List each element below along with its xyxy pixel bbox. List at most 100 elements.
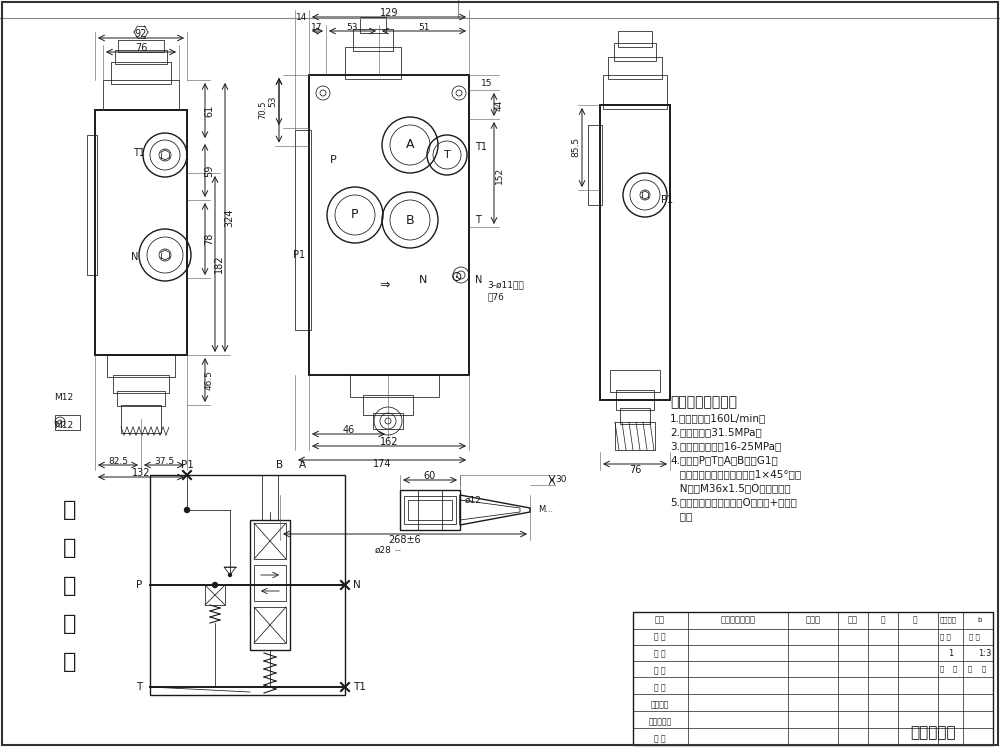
Text: 描 图: 描 图 [654, 666, 666, 675]
Text: 设 计: 设 计 [654, 633, 666, 642]
Text: 76: 76 [629, 465, 641, 475]
Circle shape [228, 574, 232, 577]
Circle shape [212, 583, 218, 587]
Bar [254, 607, 286, 643]
Bar [113, 375, 169, 393]
Text: N: N [475, 275, 482, 285]
Text: 78: 78 [204, 233, 214, 245]
Bar [115, 50, 167, 64]
Text: 59: 59 [204, 164, 214, 177]
Bar [610, 370, 660, 392]
Bar [103, 80, 179, 110]
Text: 3-ø11通孔: 3-ø11通孔 [487, 281, 524, 290]
Text: 70.5: 70.5 [258, 101, 268, 120]
Bar [118, 40, 164, 52]
Text: 61: 61 [204, 105, 214, 117]
Text: 技术要求和参数：: 技术要求和参数： [670, 395, 737, 409]
Text: 校 对: 校 对 [654, 684, 666, 692]
Bar [205, 585, 225, 605]
Text: 30: 30 [555, 476, 566, 485]
Text: 129: 129 [380, 8, 398, 18]
Text: 制 图: 制 图 [654, 649, 666, 659]
Bar [400, 490, 460, 530]
Bar [608, 57, 662, 79]
Text: P1: P1 [293, 250, 305, 260]
Bar [150, 475, 345, 695]
Text: 原: 原 [63, 576, 77, 596]
Text: 图: 图 [63, 652, 77, 672]
Text: ø28: ø28 [375, 545, 392, 554]
Text: P1: P1 [181, 460, 193, 470]
Bar [95, 110, 187, 355]
Text: 更改人: 更改人 [806, 616, 820, 624]
Text: 46.5: 46.5 [205, 370, 214, 390]
Text: 深76: 深76 [487, 293, 504, 302]
Text: 5.控制方式：手动控制，O型阀杆+弹簧复: 5.控制方式：手动控制，O型阀杆+弹簧复 [670, 497, 797, 507]
Text: 14: 14 [296, 13, 308, 22]
Text: 174: 174 [373, 459, 391, 469]
Bar [588, 125, 602, 205]
Text: 位。: 位。 [670, 511, 692, 521]
Text: 2.公称压力：31.5MPa；: 2.公称压力：31.5MPa； [670, 427, 762, 437]
Text: 一联多路阀: 一联多路阀 [910, 725, 956, 740]
Bar [107, 355, 175, 377]
Bar [404, 496, 456, 524]
Text: N: N [353, 580, 361, 590]
Text: 53: 53 [346, 22, 358, 31]
Text: 1:3: 1:3 [978, 648, 991, 657]
Text: 数 量: 数 量 [940, 633, 951, 640]
Text: 标准化检查: 标准化检查 [648, 718, 672, 727]
Text: b: b [977, 617, 981, 623]
Text: 量: 量 [881, 616, 885, 624]
Text: 张: 张 [953, 666, 957, 672]
Text: 比 例: 比 例 [969, 633, 980, 640]
Text: B: B [406, 214, 414, 226]
Bar [360, 17, 386, 33]
Text: 标记: 标记 [655, 616, 665, 624]
Text: T1: T1 [133, 148, 145, 158]
Text: ⇒: ⇒ [380, 279, 390, 291]
Text: 76: 76 [135, 43, 147, 53]
Bar [615, 422, 655, 450]
Text: 46: 46 [343, 425, 355, 435]
Text: P: P [136, 580, 142, 590]
Bar [620, 408, 650, 424]
Bar [618, 31, 652, 47]
Text: A: A [406, 138, 414, 152]
Bar [373, 413, 403, 429]
Text: 37.5: 37.5 [154, 456, 174, 465]
Text: 工艺检查: 工艺检查 [651, 701, 669, 710]
Text: 4.油口：P、T、A、B口为G1；: 4.油口：P、T、A、B口为G1； [670, 455, 778, 465]
Text: 162: 162 [380, 437, 398, 447]
Bar [350, 375, 439, 397]
Bar [117, 391, 165, 406]
Text: N口为M36x1.5，O型圈密封；: N口为M36x1.5，O型圈密封； [670, 483, 791, 493]
Text: 60: 60 [424, 471, 436, 481]
Bar [408, 500, 452, 520]
Text: 1.公称流量：160L/min；: 1.公称流量：160L/min； [670, 413, 766, 423]
Text: 理: 理 [63, 614, 77, 634]
Text: 268±6: 268±6 [389, 535, 421, 545]
Text: 53: 53 [268, 96, 278, 107]
Text: T: T [475, 215, 481, 225]
Bar [633, 612, 993, 745]
Text: 3.主安全阀压力：16-25MPa；: 3.主安全阀压力：16-25MPa； [670, 441, 781, 451]
Text: 均为平面密封，螺纹孔口倒1×45°角；: 均为平面密封，螺纹孔口倒1×45°角； [670, 469, 801, 479]
Text: T: T [444, 150, 450, 160]
Text: 152: 152 [494, 167, 504, 184]
Bar [111, 62, 171, 84]
Text: M12: M12 [54, 392, 73, 401]
Text: ⊙: ⊙ [451, 270, 463, 284]
Text: A: A [298, 460, 306, 470]
Bar [603, 75, 667, 109]
Text: ø12: ø12 [465, 495, 482, 504]
Text: M...: M... [538, 506, 553, 515]
Bar [250, 520, 290, 650]
Text: P: P [351, 208, 359, 222]
Text: T1: T1 [353, 682, 366, 692]
Text: B: B [276, 460, 284, 470]
Text: 82.5: 82.5 [108, 456, 128, 465]
Bar [55, 415, 80, 430]
Text: 51: 51 [418, 22, 430, 31]
Text: 迪: 迪 [913, 616, 917, 624]
